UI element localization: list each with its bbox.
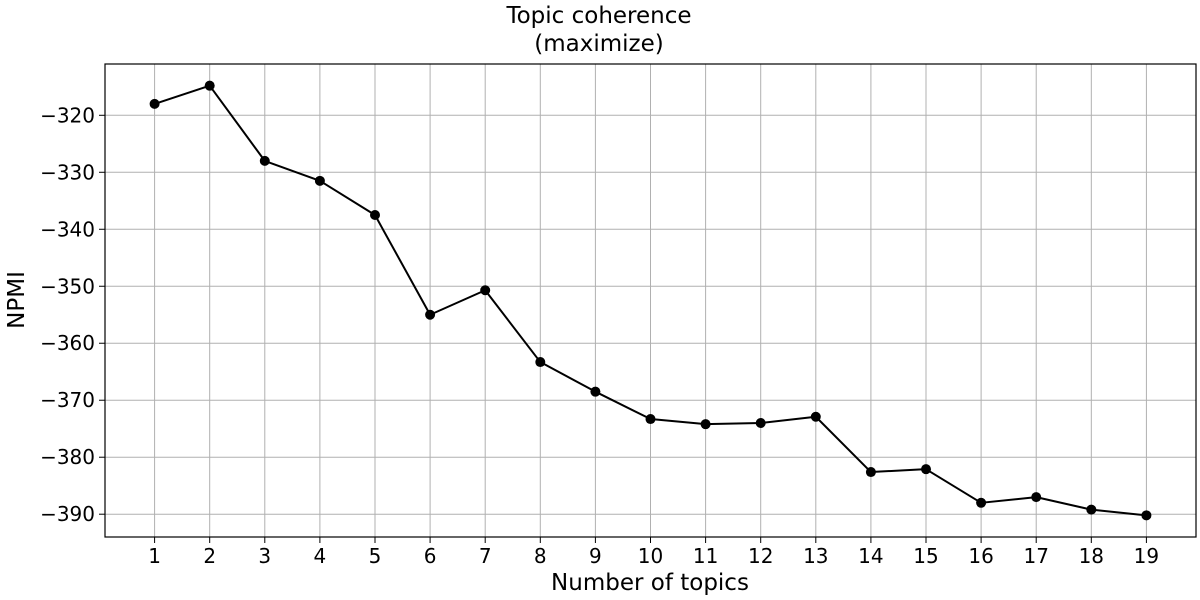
chart-title-line-2: (maximize)	[534, 31, 663, 57]
x-tick-label: 7	[479, 544, 492, 568]
data-point	[480, 285, 491, 296]
x-tick-label: 16	[968, 544, 993, 568]
x-axis-ticks: 1 2 3 4 5 6 7 8 9 10 11 12 13 14 15 16 17 18 19	[148, 537, 1159, 568]
data-point	[1031, 492, 1042, 503]
data-point	[535, 357, 546, 368]
grid	[105, 64, 1196, 537]
x-axis-label: Number of topics	[551, 570, 749, 596]
data-point	[259, 155, 270, 166]
data-point	[590, 386, 601, 397]
data-point	[314, 175, 325, 186]
y-tick-label: −360	[40, 331, 95, 355]
x-tick-label: 13	[803, 544, 828, 568]
y-tick-label: −370	[40, 388, 95, 412]
chart-title-line-1: Topic coherence	[505, 3, 691, 29]
series-marker-layer	[149, 80, 1152, 521]
y-tick-label: −320	[40, 103, 95, 127]
x-tick-label: 2	[203, 544, 216, 568]
y-tick-label: −390	[40, 502, 95, 526]
data-point	[369, 210, 380, 221]
x-tick-label: 18	[1079, 544, 1104, 568]
data-point	[700, 419, 711, 430]
data-point	[921, 464, 932, 475]
x-tick-label: 14	[858, 544, 883, 568]
x-tick-label: 8	[534, 544, 547, 568]
x-tick-label: 1	[148, 544, 161, 568]
data-point	[149, 98, 160, 109]
data-point	[1086, 504, 1097, 515]
data-point	[1141, 510, 1152, 521]
data-point	[645, 414, 656, 425]
data-point	[976, 497, 987, 508]
x-tick-label: 5	[369, 544, 382, 568]
y-tick-label: −340	[40, 217, 95, 241]
x-tick-label: 6	[424, 544, 437, 568]
x-tick-label: 12	[748, 544, 773, 568]
y-tick-label: −350	[40, 274, 95, 298]
y-axis-label: NPMI	[4, 271, 30, 329]
x-tick-label: 19	[1134, 544, 1159, 568]
y-tick-label: −330	[40, 160, 95, 184]
data-point	[755, 418, 766, 429]
y-tick-label: −380	[40, 445, 95, 469]
x-tick-label: 9	[589, 544, 602, 568]
x-tick-label: 3	[258, 544, 271, 568]
data-point	[865, 467, 876, 478]
x-tick-label: 4	[314, 544, 327, 568]
data-point	[204, 80, 215, 91]
y-axis-ticks: −320 −330 −340 −350 −360 −370 −380 −390	[40, 103, 105, 526]
data-point	[425, 309, 436, 320]
data-point	[810, 411, 821, 422]
x-tick-label: 11	[693, 544, 718, 568]
x-tick-label: 10	[638, 544, 663, 568]
x-tick-label: 17	[1023, 544, 1048, 568]
x-tick-label: 15	[913, 544, 938, 568]
